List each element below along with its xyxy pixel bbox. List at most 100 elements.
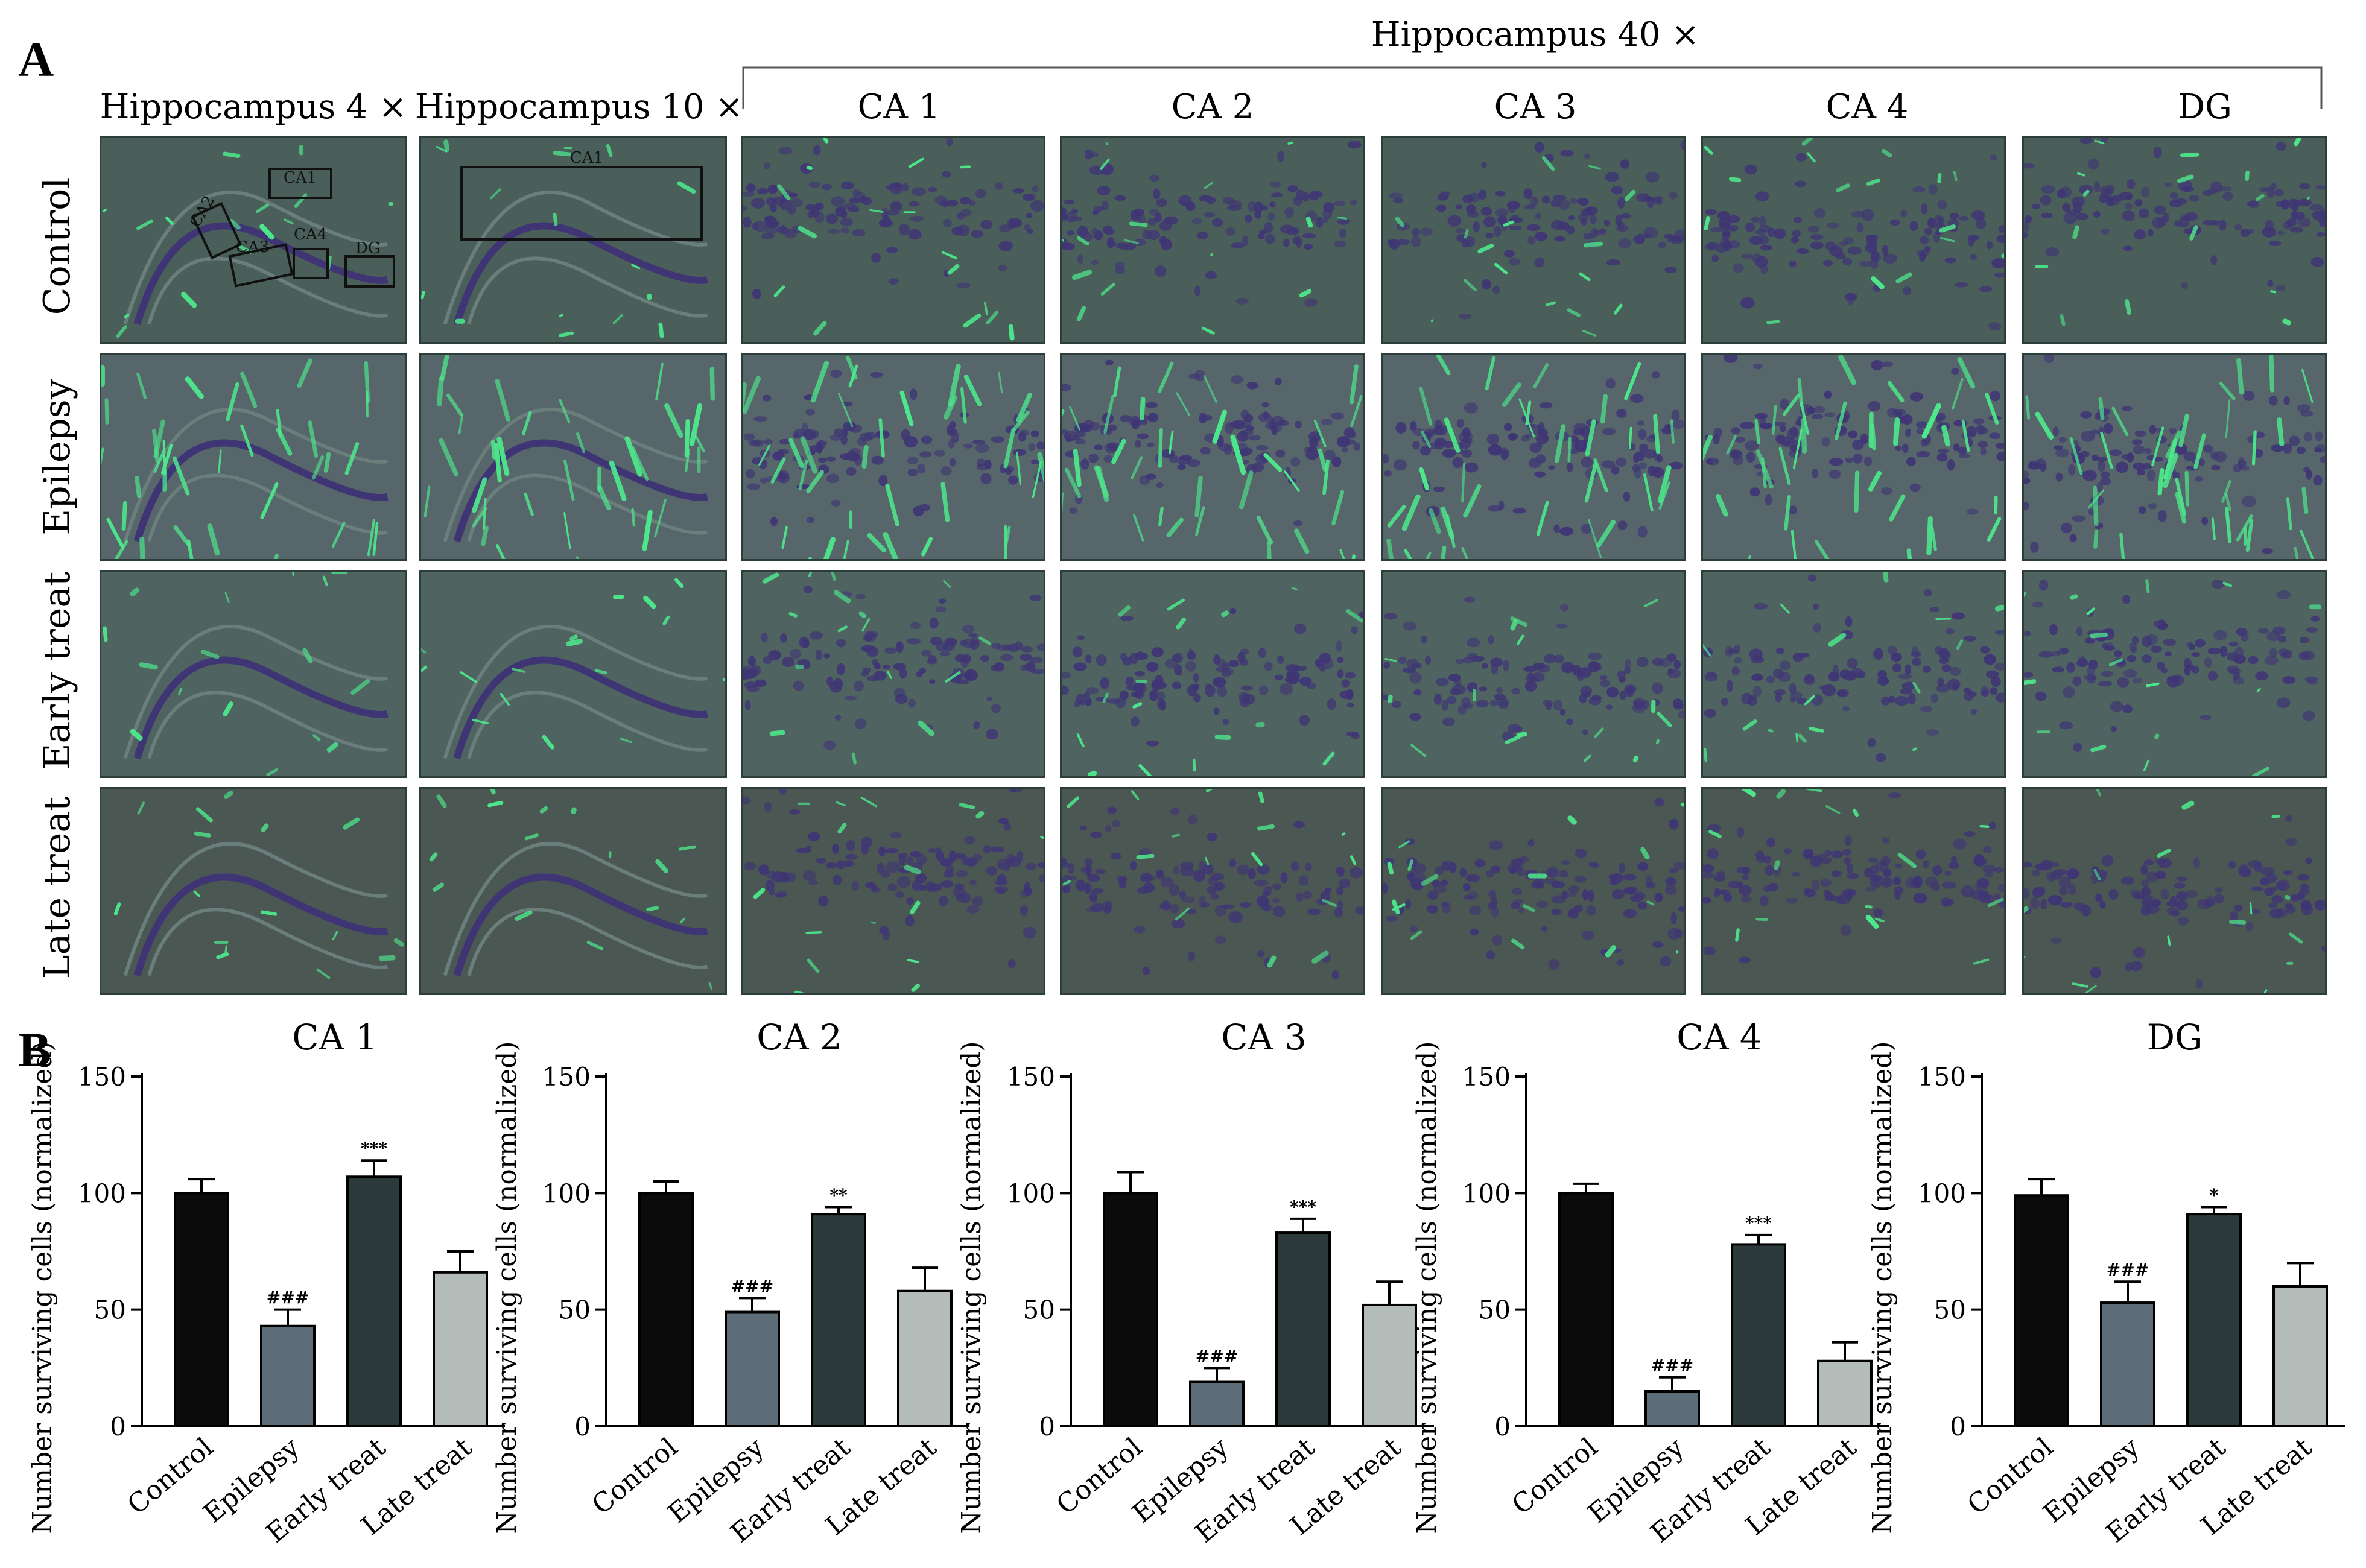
y-tick-label: 100 [1007,1178,1055,1208]
bar-late-treat [2272,1285,2328,1427]
y-tick-label: 100 [78,1178,126,1208]
y-tick-label: 100 [542,1178,591,1208]
micrograph-epilepsy-ca2 [1060,353,1365,561]
y-tick-label: 150 [1007,1062,1055,1092]
significance-label: * [2210,1186,2219,1206]
zoom-region-box: CA1 [460,149,703,241]
bar-epilepsy [260,1324,316,1428]
region-label-ca2: CA2 [186,192,219,230]
bar-chart-1: CA 2 Number surviving cells (normalized) 0… [492,1017,969,1549]
magnification-bracket [742,66,2323,109]
region-label-dg: DG [355,239,381,258]
bar-chart-2: CA 3 Number surviving cells (normalized) 0… [956,1017,1434,1549]
bar-late-treat [897,1289,953,1428]
bar-chart-0: CA 1 Number surviving cells (normalized) 0… [27,1017,505,1549]
micrograph-control-4x [100,136,407,344]
y-axis-label: Number surviving cells (normalized) [1867,1041,1898,1534]
micrograph-late-treat-dg [2022,787,2327,995]
y-tick-label: 150 [542,1062,591,1092]
micrograph-late-treat-ca3 [1381,787,1686,995]
bar-epilepsy [2100,1301,2155,1427]
micrograph-epilepsy-4x [100,353,407,561]
micrograph-late-treat-ca1 [741,787,1045,995]
significance-label: ### [267,1288,309,1308]
micrograph-early-treat-ca4 [1701,570,2006,778]
column-header-ca4: CA 4 [1825,87,1909,127]
significance-label: *** [361,1139,387,1159]
y-tick-label: 50 [1479,1295,1511,1325]
bar-early-treat [811,1213,866,1427]
bar-epilepsy [1644,1390,1700,1427]
y-tick-label: 0 [110,1412,126,1441]
y-tick-label: 150 [1462,1062,1511,1092]
significance-label: ### [1196,1346,1238,1366]
micrograph-early-treat-10x [419,570,727,778]
column-header-ca3: CA 3 [1494,87,1577,127]
micrograph-late-treat-ca2 [1060,787,1365,995]
micrograph-early-treat-ca1 [741,570,1045,778]
significance-label: *** [1290,1197,1316,1217]
chart-title: CA 4 [1676,1017,1762,1058]
y-tick-label: 100 [1462,1178,1511,1208]
significance-label: ### [1651,1356,1693,1376]
chart-title: CA 3 [1221,1017,1307,1058]
y-axis-label: Number surviving cells (normalized) [956,1041,987,1534]
panel-a-letter: A [18,32,54,87]
region-label-ca1: CA1 [284,169,317,187]
y-axis-label: Number surviving cells (normalized) [27,1041,58,1534]
region-label-ca3: CA3 [236,238,269,256]
y-axis-label: Number surviving cells (normalized) [492,1041,522,1534]
bar-control [2014,1194,2069,1427]
micrograph-late-treat-ca4 [1701,787,2006,995]
overview-region-boxes: CA1 CA2 CA3 CA4 DG [186,168,395,288]
y-tick-label: 150 [1918,1062,1966,1092]
bar-late-treat [1817,1359,1873,1428]
column-header-ca1: CA 1 [857,87,940,127]
bar-control [174,1192,229,1428]
micrograph-late-treat-4x [100,787,407,995]
y-tick-label: 100 [1918,1178,1966,1208]
micrograph-late-treat-10x [419,787,727,995]
bar-chart-3: CA 4 Number surviving cells (normalized) 0… [1412,1017,1889,1549]
bar-early-treat [1731,1243,1786,1427]
y-tick-label: 50 [559,1295,591,1325]
chart-plot-area: CA 1 Number surviving cells (normalized) 0… [27,1017,505,1549]
micrograph-control-ca1 [741,136,1045,344]
row-label-epilepsy: Epilepsy [36,379,78,536]
row-label-control: Control [36,177,78,315]
micrograph-early-treat-dg [2022,570,2327,778]
chart-plot-area: CA 3 Number surviving cells (normalized) 0… [956,1017,1434,1549]
bar-chart-4: DG Number surviving cells (normalized) 0 50… [1867,1017,2345,1549]
bar-epilepsy [725,1310,780,1428]
significance-label: ### [731,1276,773,1296]
micrograph-epilepsy-10x [419,353,727,561]
column-header-4x: Hippocampus 4 × [100,87,407,127]
region-label-ca4: CA4 [294,226,327,244]
chart-title: DG [2147,1017,2203,1058]
panel-b-letter: B [18,1022,51,1077]
micrograph-epilepsy-ca3 [1381,353,1686,561]
y-tick-label: 0 [1950,1412,1966,1441]
column-header-10x: Hippocampus 10 × [414,87,744,127]
micrograph-epilepsy-ca1 [741,353,1045,561]
micrograph-epilepsy-dg [2022,353,2327,561]
bar-early-treat [346,1175,402,1428]
bar-early-treat [1275,1231,1331,1427]
y-tick-label: 0 [1494,1412,1511,1441]
chart-title: CA 1 [292,1017,378,1058]
y-tick-label: 50 [94,1295,126,1325]
row-label-late-treat: Late treat [36,796,78,979]
micrograph-early-treat-ca3 [1381,570,1686,778]
column-header-ca2: CA 2 [1171,87,1254,127]
bar-early-treat [2186,1213,2242,1427]
group-header: Hippocampus 40 × [1371,15,1700,54]
bar-control [638,1192,694,1428]
significance-label: ### [2107,1260,2149,1280]
micrograph-control-dg [2022,136,2327,344]
significance-label: *** [1745,1213,1772,1233]
micrograph-early-treat-4x [100,570,407,778]
micrograph-epilepsy-ca4 [1701,353,2006,561]
y-tick-label: 50 [1934,1295,1966,1325]
micrograph-early-treat-ca2 [1060,570,1365,778]
